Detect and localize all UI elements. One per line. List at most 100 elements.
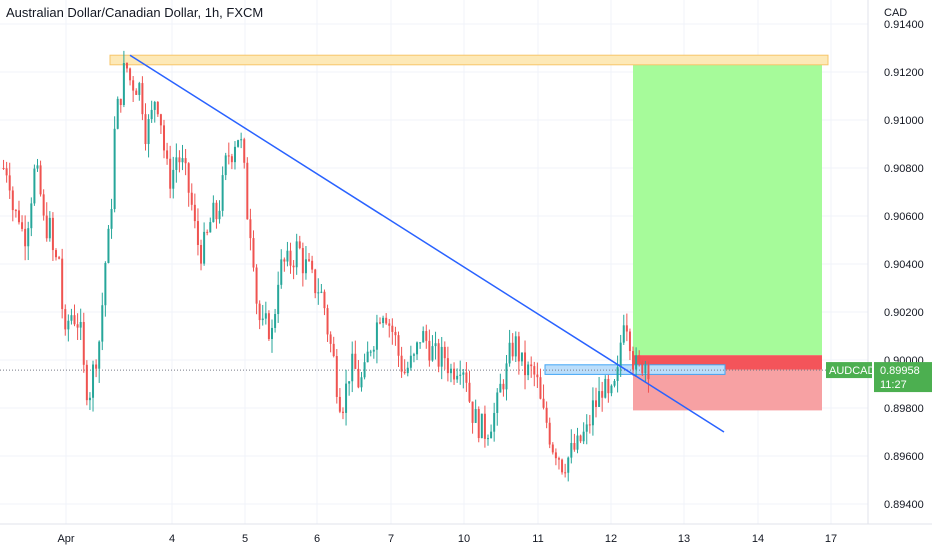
candle-body	[116, 98, 119, 129]
candle-body	[588, 424, 591, 426]
price-axis[interactable]: CAD 0.894000.896000.898000.900000.902000…	[826, 0, 932, 524]
drawing-zones[interactable]	[109, 54, 829, 411]
candle-body	[449, 368, 452, 374]
x-tick-label: 5	[242, 533, 248, 545]
candle-body	[301, 248, 304, 274]
candle-body	[230, 156, 233, 163]
candle-body	[61, 258, 64, 310]
trendline[interactable]	[129, 54, 725, 433]
candle-body	[8, 175, 11, 191]
candle-body	[557, 458, 560, 460]
candle-body	[101, 305, 104, 342]
candle-body	[524, 352, 527, 376]
candle-body	[474, 409, 477, 423]
candle-body	[551, 444, 554, 453]
candle-body	[354, 353, 357, 369]
candle-body	[237, 140, 240, 147]
y-tick-label: 0.89600	[884, 451, 924, 463]
candle-body	[508, 342, 511, 364]
candle-body	[357, 368, 360, 388]
candle-body	[295, 241, 298, 268]
candle-body	[591, 400, 594, 426]
candle-body	[576, 435, 579, 450]
candle-body	[329, 334, 332, 344]
candle-body	[496, 392, 499, 413]
candle-body	[338, 396, 341, 412]
candle-body	[468, 382, 471, 402]
candle-body	[437, 343, 440, 367]
profit-zone[interactable]	[633, 55, 822, 356]
candle-body	[628, 331, 631, 352]
candle-body	[42, 194, 45, 216]
candle-body	[292, 265, 295, 268]
candle-body	[530, 364, 533, 367]
candle-body	[582, 431, 585, 442]
candle-body	[453, 368, 456, 380]
candle-body	[55, 250, 57, 258]
currency-label: CAD	[884, 7, 907, 19]
candle-body	[163, 125, 165, 151]
candle-body	[240, 139, 243, 141]
candle-body	[341, 411, 344, 413]
candle-body	[397, 335, 400, 356]
candle-body	[24, 228, 27, 247]
x-tick-label: 13	[678, 533, 690, 545]
candle-body	[564, 472, 567, 474]
candle-body	[394, 331, 397, 336]
candle-body	[11, 190, 14, 211]
candle-body	[613, 380, 616, 386]
candle-body	[224, 155, 227, 176]
candle-body	[85, 364, 88, 401]
candle-body	[267, 313, 270, 340]
candle-body	[45, 215, 48, 239]
time-axis[interactable]: Apr 4 5 6 7 10 11 12 13 14 17	[0, 523, 932, 545]
candle-body	[388, 323, 391, 326]
y-tick-label: 0.89800	[884, 403, 924, 415]
loss-zone[interactable]	[633, 369, 822, 411]
candle-body	[520, 352, 523, 362]
x-tick-label: 10	[458, 533, 470, 545]
candle-body	[548, 422, 551, 445]
candle-body	[317, 292, 320, 294]
candle-body	[200, 245, 203, 264]
candle-body	[314, 269, 317, 294]
candle-body	[505, 363, 508, 390]
candle-body	[141, 83, 144, 115]
candle-body	[598, 391, 601, 407]
candle-body	[434, 343, 437, 347]
x-tick-label: 12	[605, 533, 617, 545]
candle-body	[79, 321, 82, 328]
candle-body	[585, 424, 588, 432]
candle-body	[416, 342, 419, 355]
x-tick-labels: Apr 4 5 6 7 10 11 12 13 14 17	[57, 533, 837, 545]
chart-title: Australian Dollar/Canadian Dollar, 1h, F…	[6, 5, 263, 20]
candle-body	[187, 163, 190, 193]
candle-body	[298, 241, 301, 249]
candle-body	[184, 158, 187, 164]
candle-body	[209, 222, 212, 233]
y-tick-label: 0.90800	[884, 163, 924, 175]
entry-zone[interactable]	[544, 364, 726, 375]
candle-body	[88, 397, 91, 401]
candle-body	[48, 217, 51, 239]
candle-body	[462, 372, 465, 375]
candle-body	[647, 364, 650, 380]
candle-body	[218, 210, 221, 220]
resistance-zone[interactable]	[109, 54, 829, 66]
candle-body	[345, 383, 348, 413]
candle-body	[261, 318, 264, 321]
candle-body	[98, 341, 101, 369]
candle-body	[625, 325, 628, 332]
candle-body	[536, 374, 539, 378]
candle-body	[311, 260, 314, 270]
candle-body	[477, 409, 480, 439]
y-tick-label: 0.89400	[884, 499, 924, 511]
candle-body	[539, 377, 542, 399]
candle-countdown: 11:27	[880, 379, 907, 391]
candle-body	[175, 157, 178, 170]
candle-body	[595, 400, 597, 407]
candle-body	[95, 364, 98, 369]
candle-body	[570, 443, 573, 458]
candle-body	[545, 407, 548, 423]
